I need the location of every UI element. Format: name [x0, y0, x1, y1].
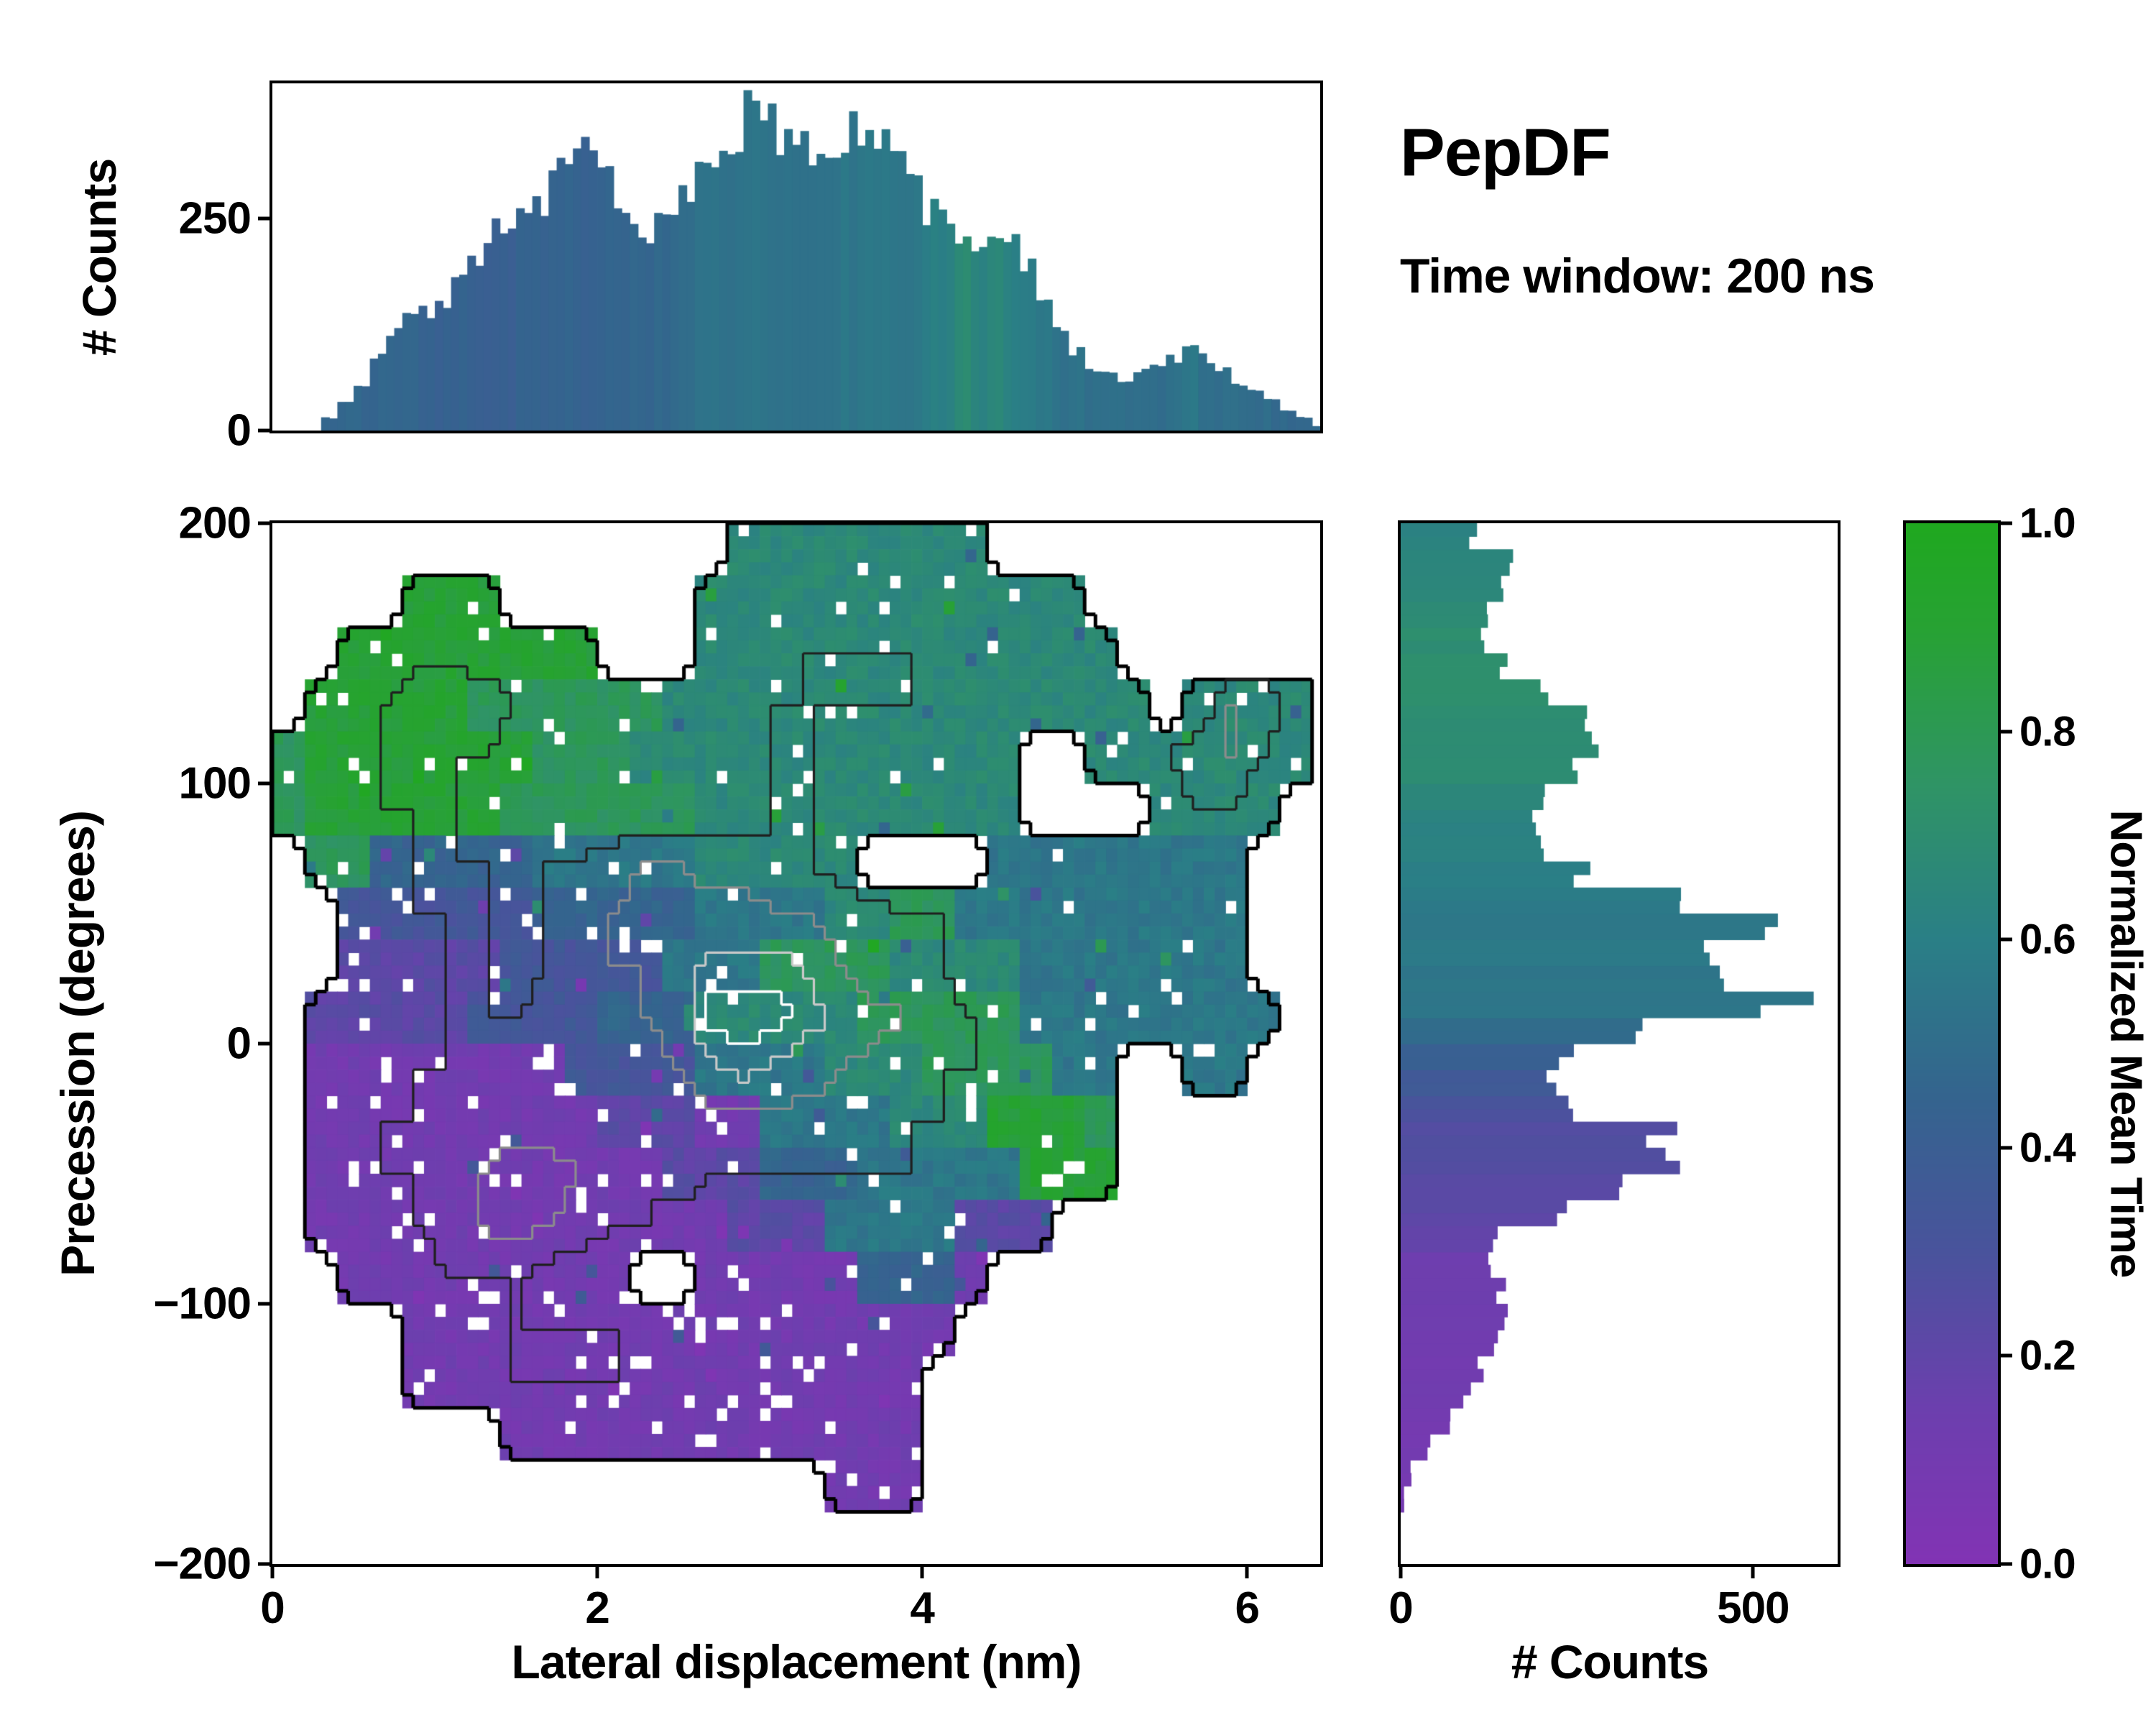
tick-label: 250 [178, 193, 252, 244]
right-marginal-panel: 0 500 [1388, 520, 1841, 1633]
tick-mark [1245, 1564, 1249, 1578]
tick-label: 0 [226, 405, 252, 456]
joint-heatmap-canvas [272, 523, 1320, 1564]
tick-label: 0 [226, 1018, 252, 1069]
tick-label: 0.0 [2019, 1540, 2076, 1588]
tick-mark [1998, 1146, 2012, 1150]
tick-mark [1998, 937, 2012, 942]
colorbar-gradient-canvas [1906, 523, 1998, 1564]
x-axis-label-main: Lateral displacement (nm) [511, 1635, 1082, 1688]
top-marginal-histogram-canvas [272, 83, 1320, 431]
tick-mark [258, 1041, 272, 1046]
tick-label: 0.8 [2019, 708, 2076, 755]
tick-mark [595, 1564, 599, 1578]
tick-label: 100 [178, 758, 252, 809]
top-marginal-panel: 0 250 [179, 80, 1323, 456]
tick-mark [258, 428, 272, 433]
colorbar-label: Normalized Mean Time [2101, 809, 2151, 1278]
tick-label: 0 [1388, 1583, 1413, 1633]
tick-mark [258, 781, 272, 786]
tick-label: 0 [260, 1583, 285, 1633]
tick-label: −200 [153, 1539, 252, 1589]
y-axis-label-top-marginal: # Counts [73, 158, 126, 356]
tick-label: 200 [178, 498, 252, 548]
tick-mark [258, 1302, 272, 1306]
tick-mark [1998, 521, 2012, 525]
tick-label: −100 [153, 1279, 252, 1329]
colorbar-panel: 0.0 0.2 0.4 0.6 0.8 1.0 [1903, 500, 2076, 1588]
tick-mark [1399, 1564, 1403, 1578]
tick-mark [920, 1564, 924, 1578]
figure-title: PepDF [1400, 114, 1611, 190]
tick-mark [1998, 730, 2012, 734]
tick-label: 500 [1717, 1583, 1789, 1633]
tick-mark [1998, 1353, 2012, 1358]
joint-distribution-panel: 0 2 4 6 200 100 0 −100 −200 [153, 499, 1323, 1633]
tick-mark [258, 521, 272, 525]
time-window-label: Time window: 200 ns [1400, 249, 1875, 303]
y-axis-label-main: Precession (degrees) [51, 811, 104, 1276]
tick-mark [258, 216, 272, 221]
x-axis-label-right-marginal: # Counts [1511, 1635, 1709, 1688]
tick-mark [1998, 1562, 2012, 1566]
tick-label: 0.4 [2019, 1124, 2076, 1172]
tick-label: 4 [910, 1583, 934, 1633]
tick-mark [270, 1564, 275, 1578]
tick-mark [1751, 1564, 1755, 1578]
tick-label: 0.6 [2019, 916, 2076, 963]
tick-label: 2 [585, 1583, 609, 1633]
tick-mark [258, 1562, 272, 1566]
tick-label: 0.2 [2019, 1332, 2076, 1379]
tick-label: 1.0 [2019, 500, 2076, 547]
tick-label: 6 [1235, 1583, 1260, 1633]
right-marginal-histogram-canvas [1401, 523, 1838, 1564]
